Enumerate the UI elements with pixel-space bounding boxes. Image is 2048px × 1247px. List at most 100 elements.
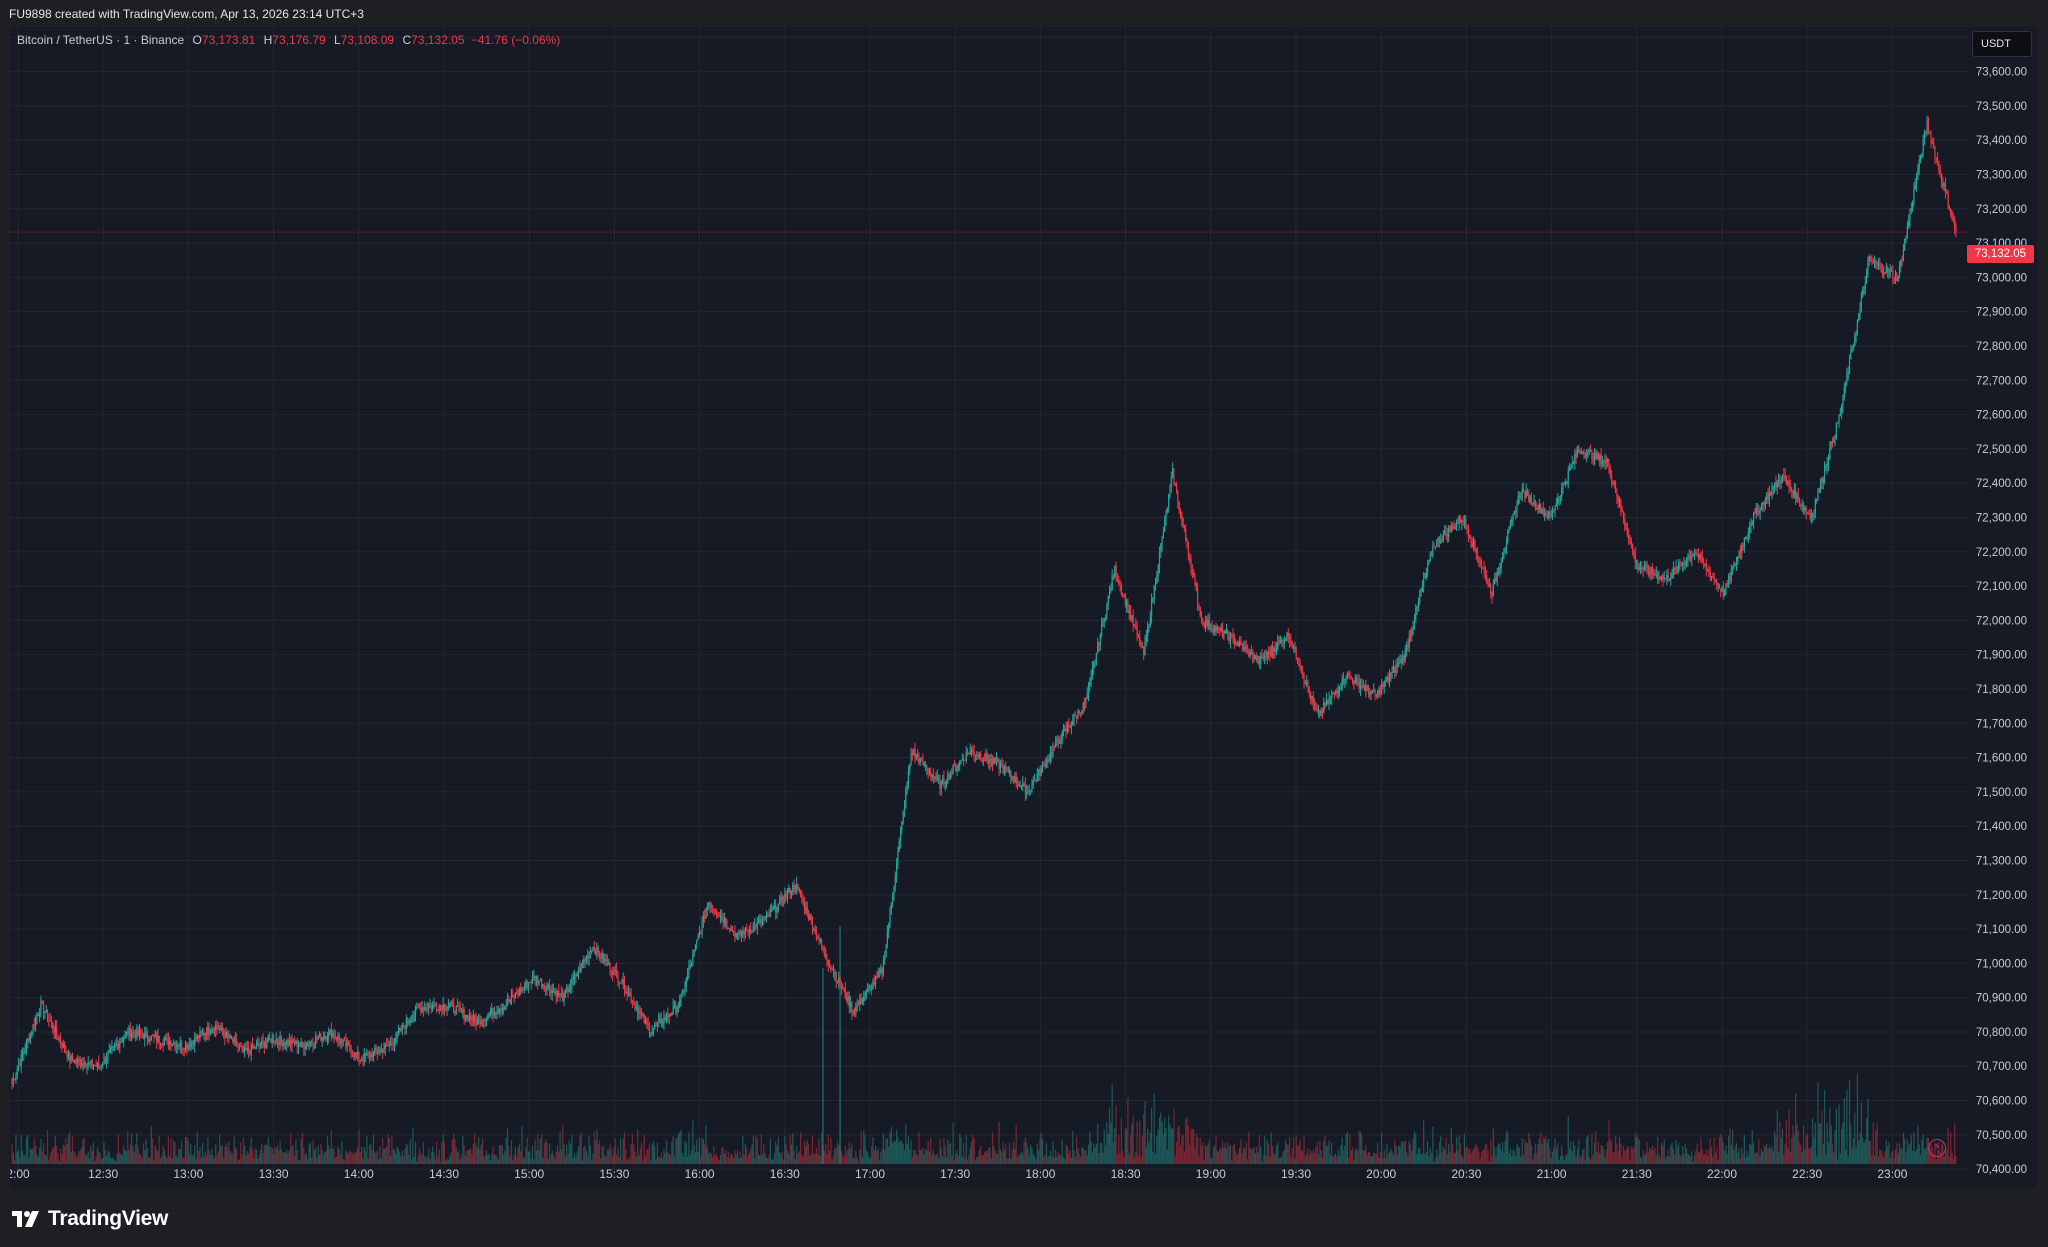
volume-bar [1454, 1153, 1456, 1164]
volume-bar [487, 1155, 489, 1164]
volume-bar [203, 1156, 205, 1164]
chart-pane[interactable]: 73,700.0073,600.0073,500.0073,400.0073,3… [10, 27, 2037, 1188]
candle-body [116, 1044, 118, 1046]
volume-bar [1630, 1146, 1632, 1164]
volume-bar [1440, 1136, 1442, 1164]
candle-body [1609, 468, 1611, 476]
candle-body [483, 1018, 485, 1022]
candle-body [871, 985, 873, 990]
volume-bar [333, 1147, 335, 1164]
price-chart[interactable]: 73,700.0073,600.0073,500.0073,400.0073,3… [10, 27, 2037, 1188]
candle-body [566, 987, 568, 992]
volume-bar [63, 1146, 66, 1164]
candle-body [1534, 499, 1536, 509]
candle-body [1812, 513, 1814, 516]
volume-bar [1152, 1151, 1154, 1164]
volume-bar [112, 1156, 114, 1164]
volume-bar [765, 1157, 768, 1164]
candle-body [545, 986, 547, 990]
price-axis[interactable]: 73,700.0073,600.0073,500.0073,400.0073,3… [1976, 32, 2027, 1176]
volume-bar [489, 1160, 492, 1164]
volume-bar [1663, 1139, 1665, 1164]
candle-body [882, 960, 885, 974]
volume-bar [1662, 1146, 1664, 1164]
volume-bar [92, 1142, 95, 1164]
lightning-icon[interactable]: ⚡ [1928, 1139, 1946, 1157]
volume-bar [1065, 1144, 1067, 1164]
candle-body [1358, 681, 1360, 689]
time-axis[interactable]: 2:0012:3013:0013:3014:0014:3015:0015:301… [10, 1167, 1908, 1181]
candle-body [1626, 528, 1628, 535]
candle-body [633, 1002, 635, 1004]
volume-bar [1373, 1152, 1375, 1164]
candle-body [563, 991, 565, 1002]
candle-body [602, 953, 605, 962]
volume-bar [1253, 1147, 1255, 1164]
candle-body [275, 1039, 277, 1043]
volume-bar [1236, 1154, 1238, 1164]
volume-bar [963, 1142, 965, 1164]
volume-bar [280, 1149, 283, 1164]
brand-logo[interactable]: TradingView [12, 1204, 168, 1234]
candle-body [170, 1041, 172, 1047]
volume-bar [380, 1158, 382, 1164]
candle-body [1278, 641, 1280, 643]
volume-bar [801, 1154, 803, 1164]
volume-bar [1303, 1136, 1305, 1164]
candle-body [1363, 686, 1366, 691]
volume-bar [219, 1133, 221, 1164]
candle-body [447, 1005, 449, 1007]
volume-bar [730, 1153, 732, 1164]
candle-body [934, 777, 936, 779]
candle-body [1704, 563, 1706, 565]
high-value: 73,176.79 [272, 33, 326, 47]
candle-body [1166, 507, 1168, 512]
volume-bar [428, 1148, 430, 1164]
candle-body [605, 958, 607, 962]
candle-body [1128, 610, 1130, 613]
candle-body [1777, 479, 1780, 482]
candle-body [1286, 632, 1288, 640]
volume-bar [860, 1131, 862, 1164]
x-tick-label: 19:30 [1281, 1167, 1311, 1181]
volume-bar [788, 1154, 790, 1164]
volume-bar [1771, 1146, 1773, 1164]
volume-bar [1834, 1129, 1836, 1164]
candle-body [255, 1044, 258, 1049]
candle-body [1741, 545, 1743, 553]
volume-bar [1588, 1156, 1590, 1164]
volume-bar [705, 1125, 707, 1164]
candle-body [520, 988, 522, 993]
candle-body [1679, 562, 1681, 565]
candle-body [1210, 627, 1212, 629]
candle-body [137, 1029, 139, 1035]
candle-body [1216, 626, 1218, 632]
candle-body [266, 1042, 268, 1044]
volume-bar [614, 1138, 616, 1164]
candle-body [1869, 256, 1872, 261]
volume-bar [684, 1140, 686, 1164]
candle-body [1689, 556, 1692, 560]
candle-body [901, 821, 903, 831]
volume-bar [819, 1156, 821, 1164]
volume-bar [1826, 1123, 1828, 1164]
candle-body [779, 898, 781, 904]
volume-bar [204, 1151, 206, 1164]
volume-bar [1848, 1079, 1851, 1164]
volume-bar [497, 1159, 499, 1164]
candle-body [1260, 656, 1262, 665]
candle-body [1919, 157, 1922, 160]
volume-bar [1638, 1139, 1640, 1164]
volume-bar [1917, 1125, 1919, 1164]
candle-body [1833, 440, 1835, 443]
currency-button[interactable]: USDT [1972, 31, 2032, 57]
candle-body [583, 960, 585, 963]
volume-bar [1358, 1130, 1360, 1164]
volume-bar [798, 1151, 800, 1164]
volume-bar [261, 1143, 263, 1164]
volume-bar [1503, 1152, 1505, 1164]
volume-bar [660, 1152, 662, 1164]
candle-body [421, 1007, 423, 1012]
volume-bar [596, 1129, 598, 1164]
volume-bar [150, 1126, 152, 1164]
